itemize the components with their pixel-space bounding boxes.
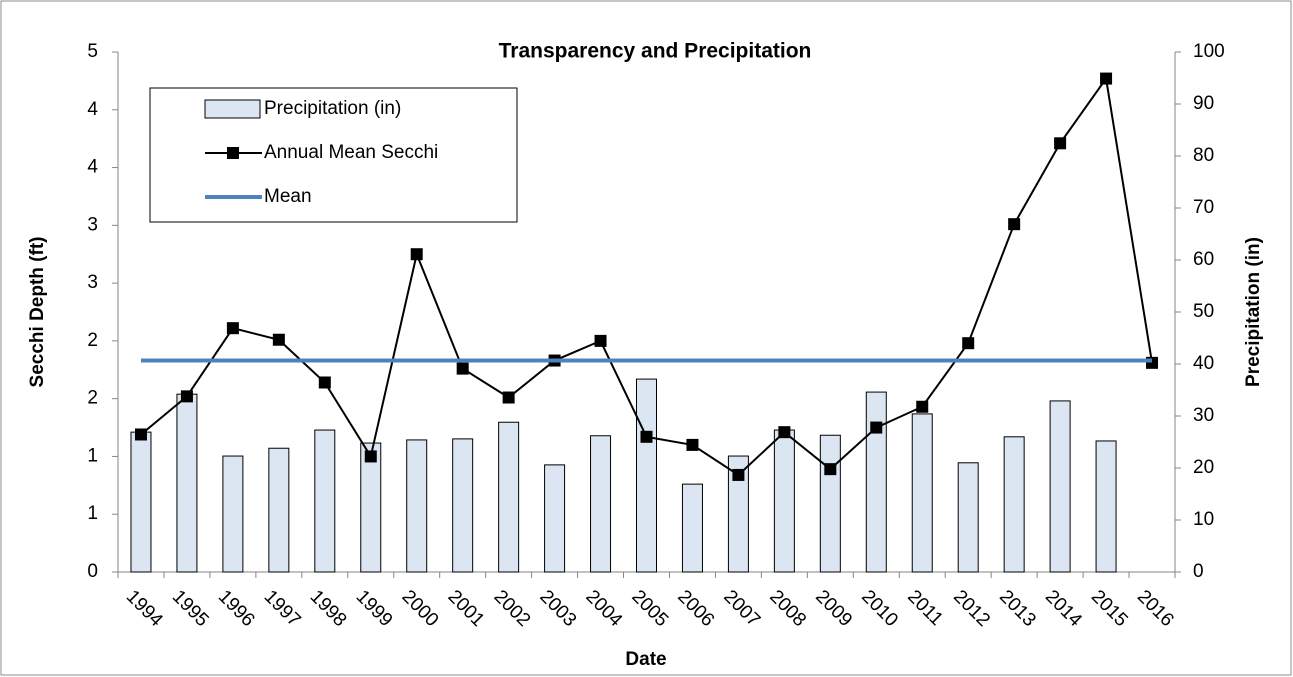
y2-tick-label: 70 <box>1193 197 1214 218</box>
chart-title: Transparency and Precipitation <box>499 40 812 63</box>
marker <box>456 362 469 375</box>
y-tick-label: 1 <box>87 503 98 524</box>
bar <box>1003 436 1025 573</box>
marker <box>1008 218 1021 231</box>
bar <box>452 438 474 573</box>
bar <box>314 429 336 573</box>
y2-tick-label: 90 <box>1193 93 1214 114</box>
bar <box>498 421 520 573</box>
y-tick-label: 3 <box>87 272 98 293</box>
y-tick-label: 3 <box>87 214 98 235</box>
marker <box>502 391 515 404</box>
marker <box>226 322 239 335</box>
bar <box>544 464 566 573</box>
marker <box>686 438 699 451</box>
legend-swatch <box>204 99 261 119</box>
bar <box>773 429 795 573</box>
bar <box>727 455 749 573</box>
y2-tick-label: 0 <box>1193 561 1204 582</box>
y2-tick-label: 80 <box>1193 145 1214 166</box>
y2-tick-label: 50 <box>1193 301 1214 322</box>
marker <box>1054 137 1067 150</box>
bar <box>176 393 198 573</box>
bar <box>681 483 703 573</box>
x-axis-title: Date <box>625 649 666 670</box>
marker <box>410 248 423 261</box>
y-tick-label: 4 <box>87 99 98 120</box>
bar <box>360 442 382 573</box>
bar <box>819 434 841 573</box>
marker <box>134 428 147 441</box>
marker <box>732 468 745 481</box>
legend-label: Annual Mean Secchi <box>264 142 438 163</box>
bar <box>957 462 979 573</box>
y2-tick-label: 40 <box>1193 353 1214 374</box>
marker <box>870 421 883 434</box>
marker <box>180 390 193 403</box>
marker <box>318 376 331 389</box>
bar <box>406 439 428 573</box>
y-tick-label: 4 <box>87 157 98 178</box>
y2-tick-label: 30 <box>1193 405 1214 426</box>
y-tick-label: 0 <box>87 561 98 582</box>
marker <box>640 430 653 443</box>
y-axis-title: Secchi Depth (ft) <box>27 237 48 388</box>
legend-label: Precipitation (in) <box>264 98 401 119</box>
y-tick-label: 2 <box>87 330 98 351</box>
y2-tick-label: 20 <box>1193 457 1214 478</box>
bar <box>590 435 612 573</box>
bar <box>1049 400 1071 573</box>
marker <box>962 337 975 350</box>
bar <box>268 447 290 573</box>
bar <box>636 378 657 573</box>
bar <box>1095 440 1117 573</box>
marker <box>364 450 377 463</box>
marker <box>272 333 285 346</box>
marker <box>594 334 607 347</box>
marker <box>916 400 929 413</box>
bar <box>911 413 933 573</box>
y-tick-label: 2 <box>87 388 98 409</box>
legend-marker <box>227 147 239 159</box>
y2-axis-title: Precipitation (in) <box>1243 237 1264 387</box>
y-tick-label: 1 <box>87 445 98 466</box>
y2-tick-label: 100 <box>1193 41 1225 62</box>
y-tick-label: 5 <box>87 41 98 62</box>
marker <box>1100 72 1113 85</box>
bar <box>865 391 887 573</box>
bar <box>222 455 244 573</box>
marker <box>824 463 837 476</box>
bar <box>130 431 152 573</box>
y2-tick-label: 60 <box>1193 249 1214 270</box>
legend-label: Mean <box>264 186 312 207</box>
marker <box>778 426 791 439</box>
y2-tick-label: 10 <box>1193 509 1214 530</box>
